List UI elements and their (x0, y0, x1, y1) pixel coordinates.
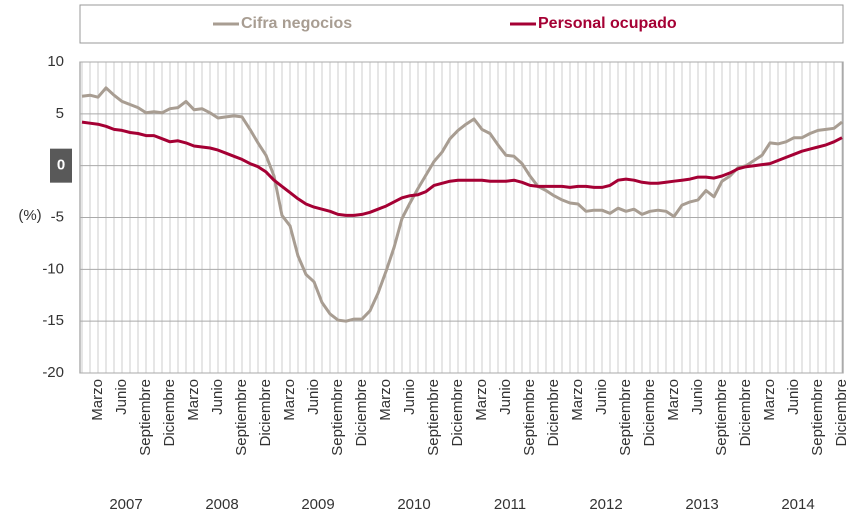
y-tick-label: 0 (57, 157, 65, 174)
y-tick-label: -5 (51, 208, 64, 225)
x-tick-label: Junio (785, 379, 802, 415)
x-tick-label: Junio (497, 379, 514, 415)
series-line (81, 120, 843, 217)
year-label: 2007 (109, 496, 142, 513)
x-tick-label: Junio (689, 379, 706, 415)
year-label: 2008 (205, 496, 238, 513)
x-tick-label: Marzo (281, 379, 298, 421)
x-tick-label: Diciembre (833, 379, 850, 447)
y-tick-label: 5 (56, 105, 64, 122)
series-line (81, 86, 843, 323)
x-tick-label: Marzo (569, 379, 586, 421)
x-tick-label: Septiembre (329, 379, 346, 456)
x-tick-label: Septiembre (521, 379, 538, 456)
year-label: 2012 (589, 496, 622, 513)
x-tick-label: Marzo (89, 379, 106, 421)
x-tick-label: Junio (593, 379, 610, 415)
x-tick-label: Marzo (185, 379, 202, 421)
x-tick-label: Marzo (473, 379, 490, 421)
x-tick-label: Diciembre (641, 379, 658, 447)
x-tick-label: Diciembre (545, 379, 562, 447)
x-tick-label: Junio (209, 379, 226, 415)
x-tick-label: Septiembre (713, 379, 730, 456)
year-label: 2010 (397, 496, 430, 513)
x-tick-label: Junio (113, 379, 130, 415)
x-tick-label: Diciembre (257, 379, 274, 447)
zero-label-box (50, 148, 72, 183)
legend-box (79, 4, 844, 44)
x-tick-label: Junio (401, 379, 418, 415)
x-tick-label: Septiembre (425, 379, 442, 456)
year-label: 2013 (685, 496, 718, 513)
legend-text: Cifra negocios (241, 15, 352, 32)
x-tick-label: Septiembre (137, 379, 154, 456)
year-label: 2014 (781, 496, 814, 513)
y-tick-label: -20 (42, 364, 64, 381)
x-tick-label: Septiembre (617, 379, 634, 456)
x-tick-label: Marzo (665, 379, 682, 421)
x-tick-label: Diciembre (353, 379, 370, 447)
y-tick-label: -10 (42, 260, 64, 277)
year-label: 2009 (301, 496, 334, 513)
x-tick-label: Diciembre (737, 379, 754, 447)
y-axis-label: (%) (18, 207, 41, 224)
y-tick-label: -15 (42, 312, 64, 329)
x-tick-label: Marzo (377, 379, 394, 421)
y-tick-label: 10 (47, 53, 64, 70)
x-tick-label: Septiembre (809, 379, 826, 456)
x-tick-label: Junio (305, 379, 322, 415)
x-tick-label: Diciembre (449, 379, 466, 447)
x-tick-label: Marzo (761, 379, 778, 421)
x-tick-label: Diciembre (161, 379, 178, 447)
year-label: 2011 (494, 496, 526, 513)
legend-text: Personal ocupado (538, 15, 677, 32)
x-tick-label: Septiembre (233, 379, 250, 456)
